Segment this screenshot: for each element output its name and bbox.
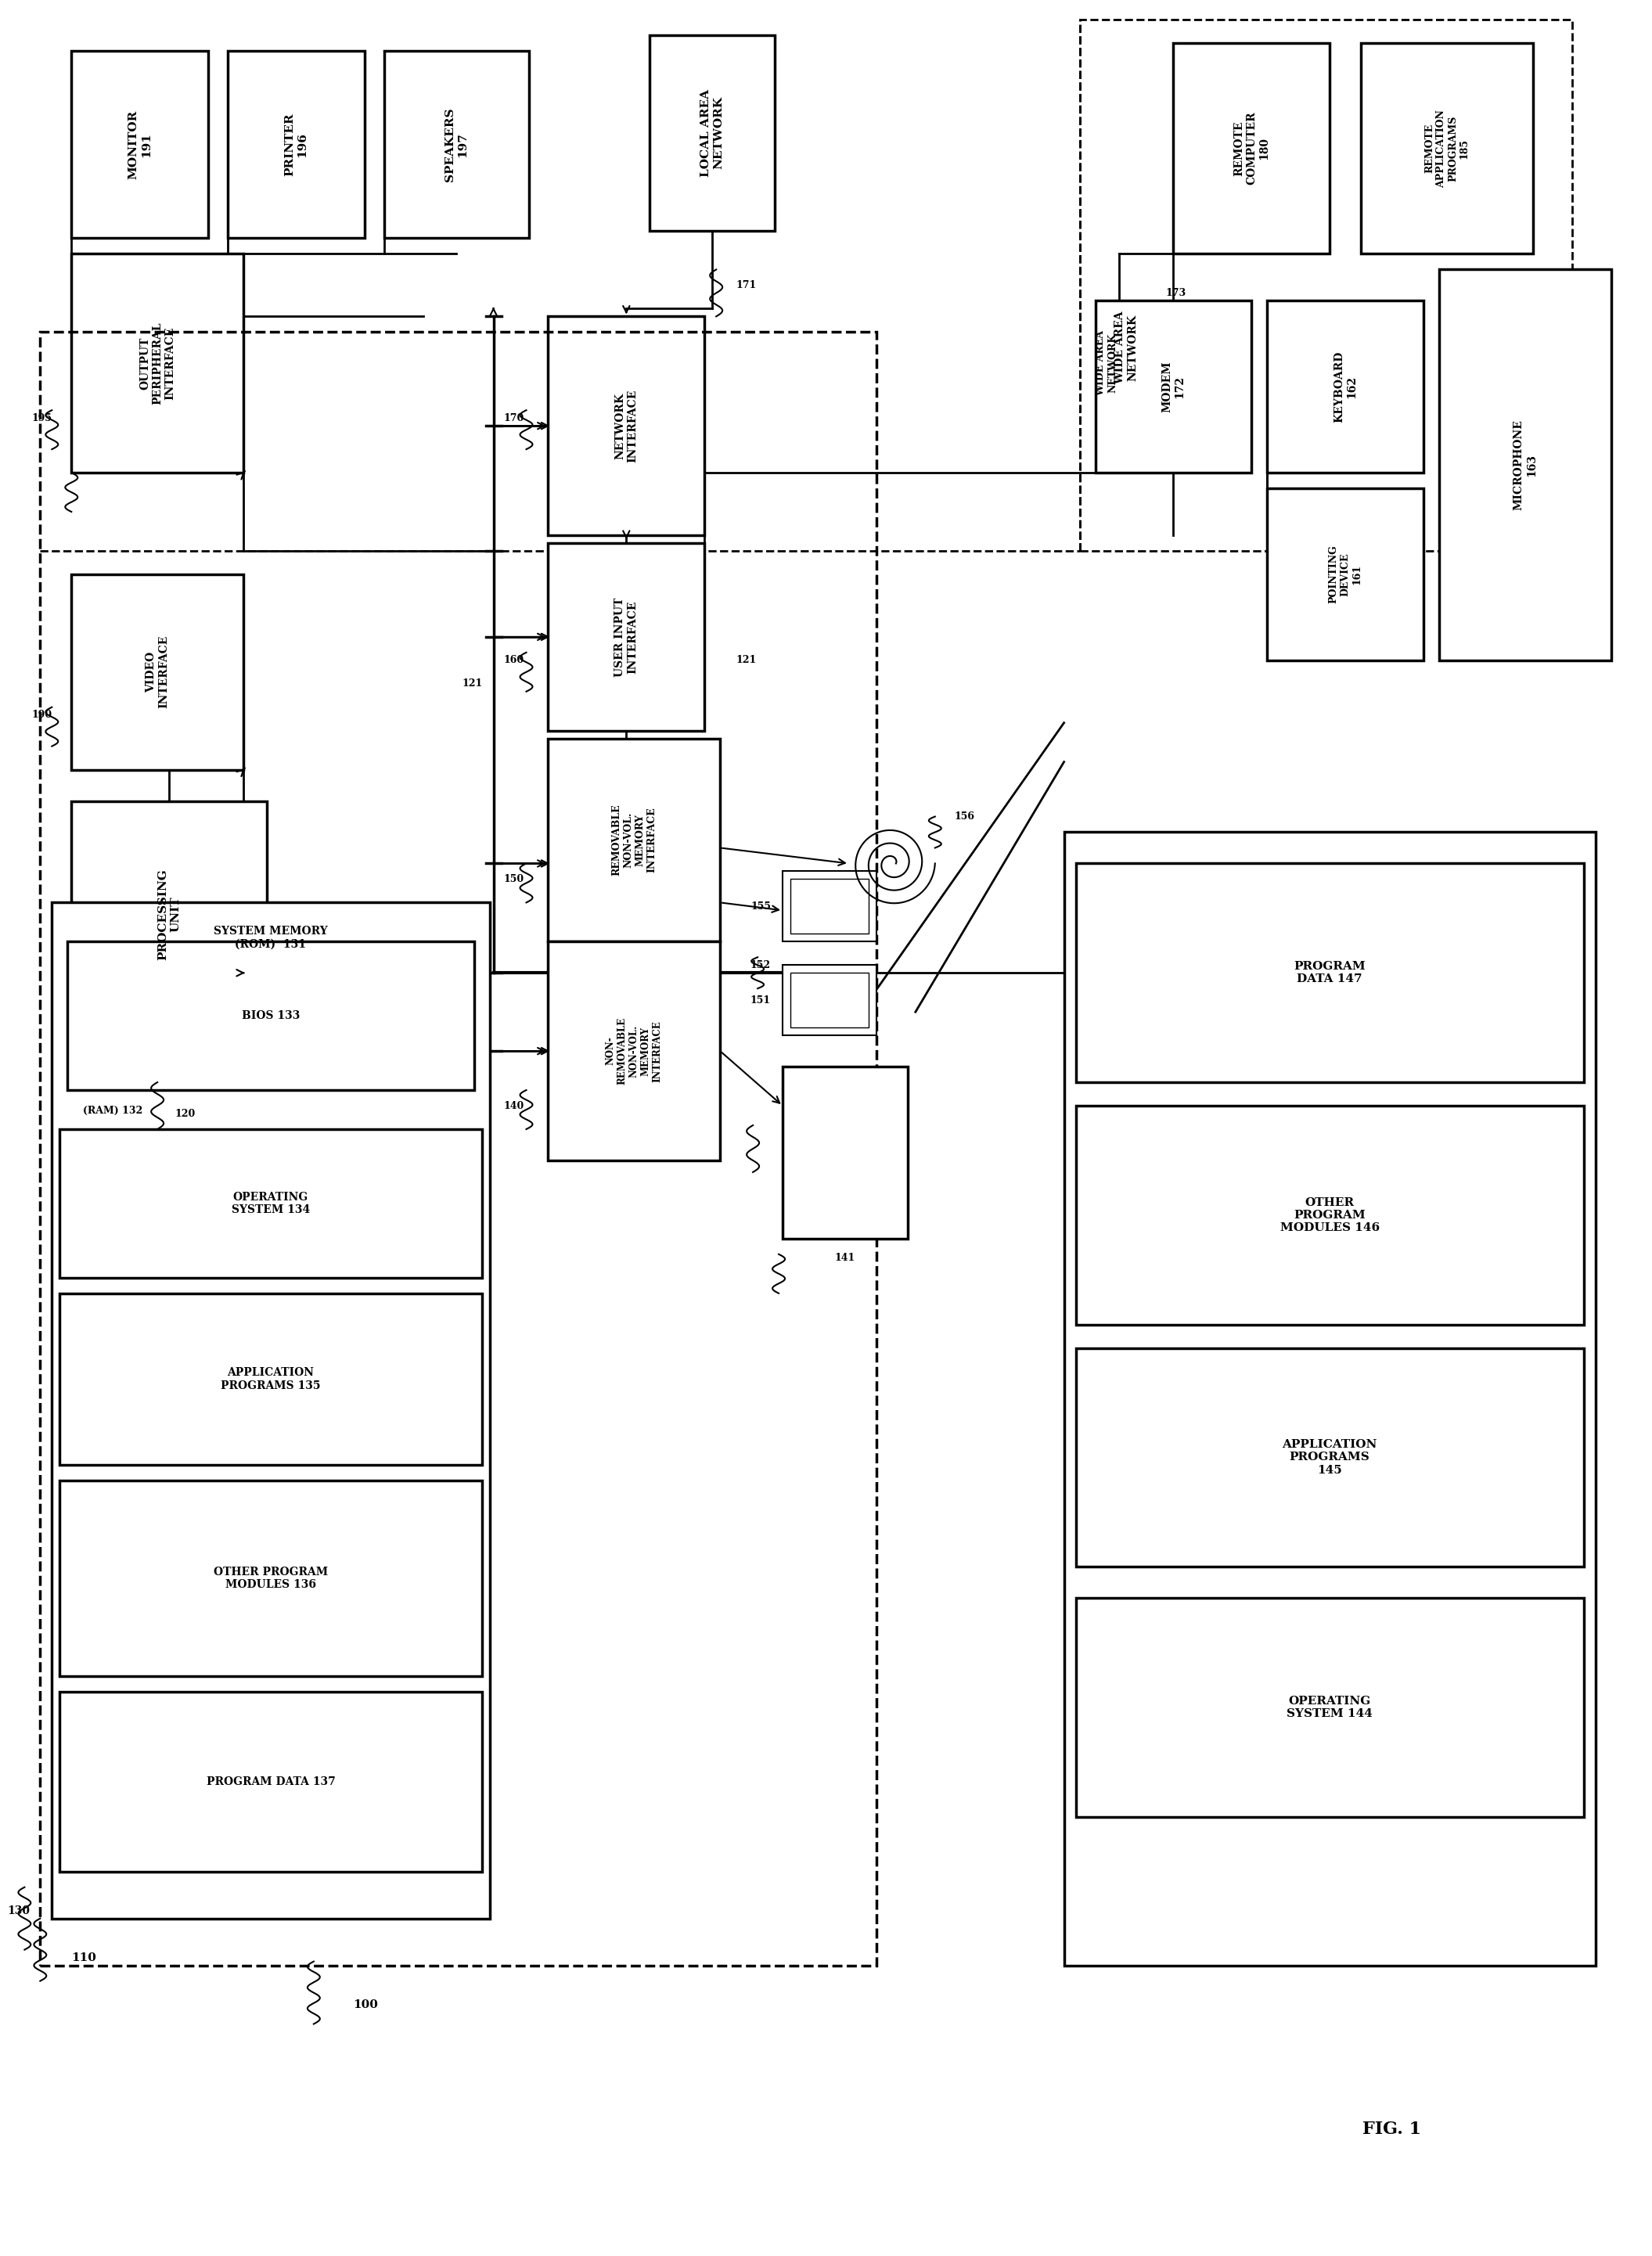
Text: 121: 121 (463, 679, 482, 688)
Text: LOCAL AREA
NETWORK: LOCAL AREA NETWORK (700, 88, 724, 176)
Text: 173: 173 (1166, 289, 1186, 298)
FancyBboxPatch shape (548, 316, 704, 535)
Text: PROGRAM
DATA 147: PROGRAM DATA 147 (1294, 961, 1366, 984)
Text: SYSTEM MEMORY
(ROM)  131: SYSTEM MEMORY (ROM) 131 (213, 925, 327, 950)
FancyBboxPatch shape (228, 50, 365, 239)
Text: 160: 160 (504, 654, 524, 666)
FancyBboxPatch shape (1439, 268, 1611, 661)
FancyBboxPatch shape (790, 972, 869, 1026)
Text: 190: 190 (31, 711, 51, 720)
Text: REMOTE
COMPUTER
180: REMOTE COMPUTER 180 (1234, 113, 1270, 185)
FancyBboxPatch shape (1075, 1349, 1584, 1568)
FancyBboxPatch shape (783, 966, 877, 1036)
FancyBboxPatch shape (649, 36, 775, 230)
FancyBboxPatch shape (790, 880, 869, 934)
Text: KEYBOARD
162: KEYBOARD 162 (1333, 352, 1358, 422)
Text: BIOS 133: BIOS 133 (241, 1011, 299, 1022)
Text: REMOTE
APPLICATION
PROGRAMS
185: REMOTE APPLICATION PROGRAMS 185 (1424, 108, 1470, 187)
FancyBboxPatch shape (71, 801, 268, 1026)
Text: 152: 152 (750, 961, 771, 970)
FancyBboxPatch shape (1361, 43, 1533, 255)
Text: 100: 100 (354, 1999, 378, 2010)
Text: VIDEO
INTERFACE: VIDEO INTERFACE (145, 636, 169, 708)
FancyBboxPatch shape (59, 1130, 482, 1277)
Text: USER INPUT
INTERFACE: USER INPUT INTERFACE (615, 598, 638, 677)
Text: 170: 170 (504, 413, 524, 424)
Text: OPERATING
SYSTEM 134: OPERATING SYSTEM 134 (231, 1191, 311, 1216)
FancyBboxPatch shape (548, 941, 720, 1160)
Text: 150: 150 (504, 873, 524, 884)
FancyBboxPatch shape (1095, 300, 1252, 474)
Text: PRINTER
196: PRINTER 196 (284, 113, 307, 176)
Text: 171: 171 (735, 280, 757, 291)
FancyBboxPatch shape (383, 50, 529, 239)
Text: APPLICATION
PROGRAMS 135: APPLICATION PROGRAMS 135 (221, 1367, 320, 1392)
Text: NON-
REMOVABLE
NON-VOL.
MEMORY
INTERFACE: NON- REMOVABLE NON-VOL. MEMORY INTERFACE (606, 1017, 662, 1085)
FancyBboxPatch shape (59, 1692, 482, 1872)
FancyBboxPatch shape (59, 1293, 482, 1464)
FancyBboxPatch shape (548, 738, 720, 941)
Text: 130: 130 (7, 1904, 30, 1915)
FancyBboxPatch shape (1267, 487, 1424, 661)
FancyBboxPatch shape (783, 1067, 907, 1239)
Text: 110: 110 (71, 1951, 96, 1963)
FancyBboxPatch shape (71, 575, 243, 769)
Text: OTHER
PROGRAM
MODULES 146: OTHER PROGRAM MODULES 146 (1280, 1198, 1379, 1234)
Text: APPLICATION
PROGRAMS
145: APPLICATION PROGRAMS 145 (1282, 1439, 1378, 1475)
Text: REMOVABLE
NON-VOL.
MEMORY
INTERFACE: REMOVABLE NON-VOL. MEMORY INTERFACE (611, 803, 657, 875)
Text: OPERATING
SYSTEM 144: OPERATING SYSTEM 144 (1287, 1697, 1373, 1719)
Text: NETWORK
INTERFACE: NETWORK INTERFACE (615, 390, 638, 462)
FancyBboxPatch shape (51, 902, 489, 1918)
Text: 156: 156 (955, 812, 975, 821)
Text: (RAM) 132: (RAM) 132 (83, 1105, 142, 1117)
Text: POINTING
DEVICE
161: POINTING DEVICE 161 (1328, 546, 1363, 605)
Text: OTHER PROGRAM
MODULES 136: OTHER PROGRAM MODULES 136 (213, 1566, 327, 1590)
Text: 120: 120 (175, 1108, 195, 1119)
Text: MODEM
172: MODEM 172 (1161, 361, 1184, 413)
FancyBboxPatch shape (1075, 864, 1584, 1083)
FancyBboxPatch shape (59, 1480, 482, 1676)
Text: WIDE AREA
NETWORK: WIDE AREA NETWORK (1115, 311, 1138, 384)
Text: 155: 155 (750, 902, 771, 911)
Text: OUTPUT
PERIPHERAL
INTERFACE: OUTPUT PERIPHERAL INTERFACE (139, 323, 175, 404)
Text: WIDE AREA
NETWORK: WIDE AREA NETWORK (1095, 329, 1118, 397)
Text: FIG. 1: FIG. 1 (1363, 2121, 1422, 2139)
Text: 121: 121 (735, 654, 757, 666)
FancyBboxPatch shape (71, 255, 243, 474)
Text: SPEAKERS
197: SPEAKERS 197 (444, 108, 468, 180)
FancyBboxPatch shape (1267, 300, 1424, 474)
Text: 140: 140 (504, 1101, 524, 1110)
Text: 195: 195 (31, 413, 51, 424)
Text: MONITOR
191: MONITOR 191 (127, 111, 152, 178)
Text: PROGRAM DATA 137: PROGRAM DATA 137 (206, 1775, 335, 1787)
Text: PROCESSING
UNIT: PROCESSING UNIT (157, 869, 182, 961)
FancyBboxPatch shape (71, 50, 208, 239)
Text: 141: 141 (834, 1252, 856, 1263)
FancyBboxPatch shape (1075, 1105, 1584, 1324)
FancyBboxPatch shape (1173, 43, 1330, 255)
FancyBboxPatch shape (548, 544, 704, 731)
FancyBboxPatch shape (1064, 832, 1596, 1965)
FancyBboxPatch shape (68, 941, 474, 1090)
Text: MICROPHONE
163: MICROPHONE 163 (1513, 420, 1536, 510)
FancyBboxPatch shape (1075, 1597, 1584, 1816)
FancyBboxPatch shape (783, 871, 877, 941)
Text: 151: 151 (750, 995, 771, 1006)
